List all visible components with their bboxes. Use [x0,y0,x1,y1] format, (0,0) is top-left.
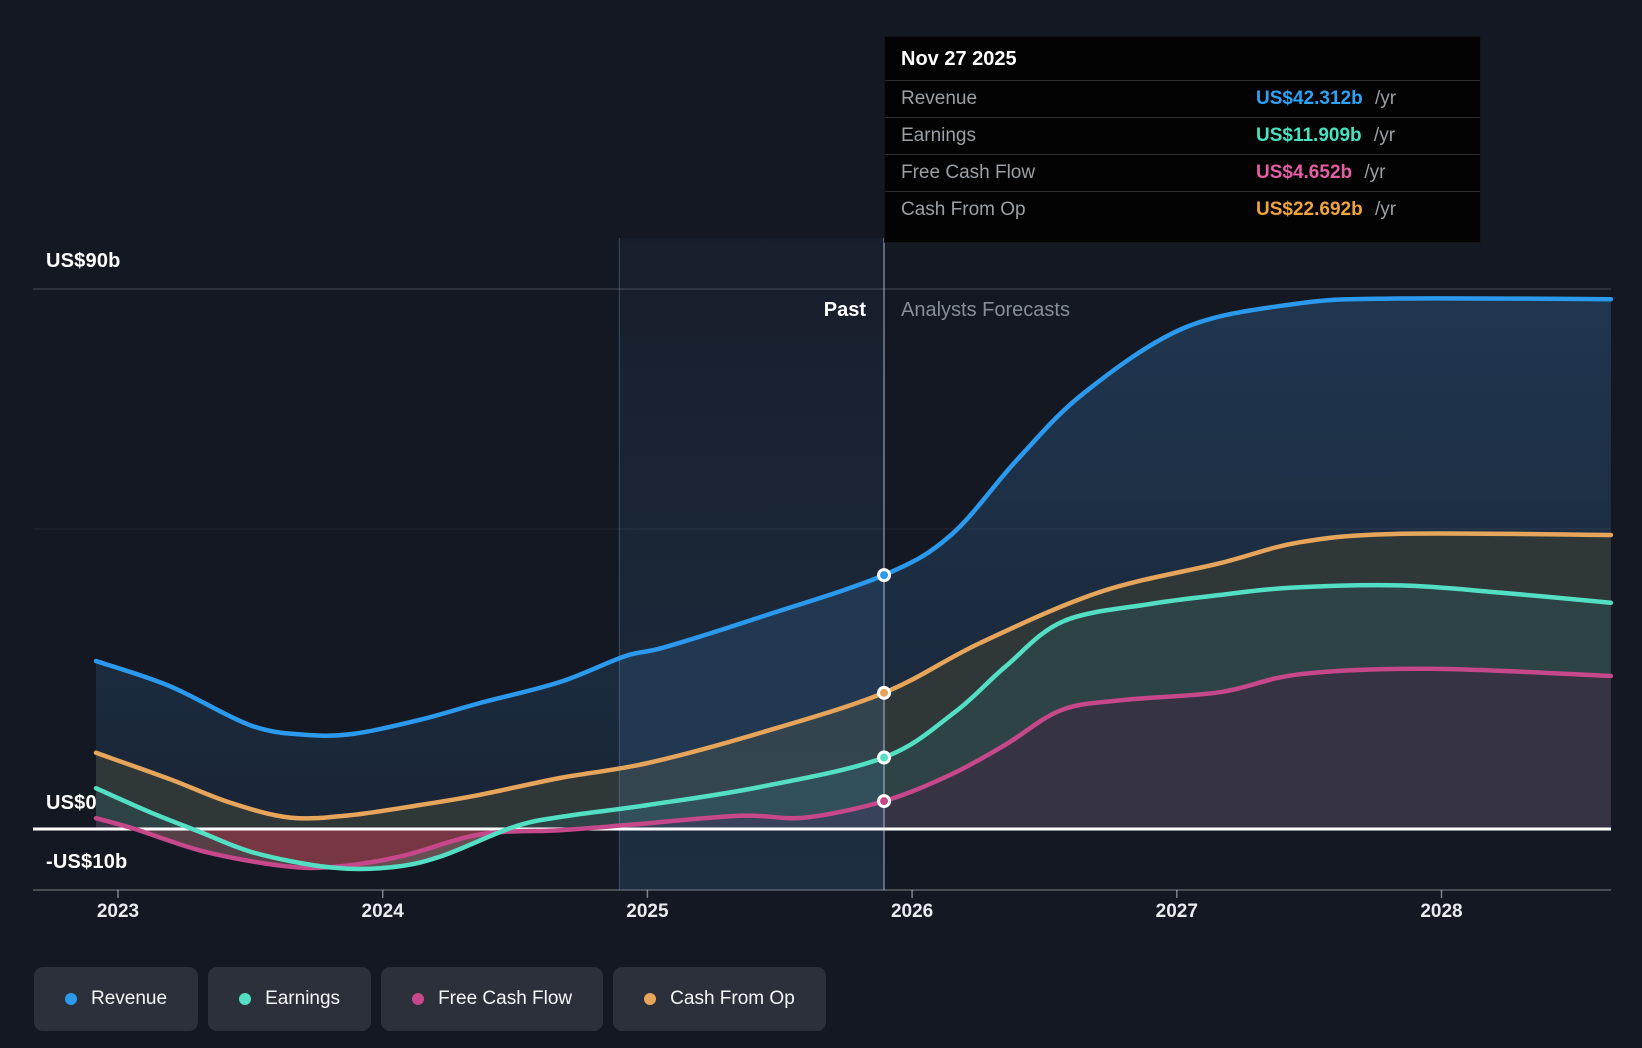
revenue-line[interactable] [93,296,1614,738]
y-axis-label-90b: US$90b [46,250,121,272]
x-tick-label-2028: 2028 [1420,901,1463,922]
legend-label: Earnings [265,988,341,1009]
legend-label: Free Cash Flow [438,988,573,1009]
legend-dot-icon [412,993,425,1005]
marker-dot-earnings[interactable] [877,750,892,765]
x-tick-label-2025: 2025 [626,901,669,922]
legend-item-earnings[interactable]: Earnings [208,967,372,1031]
chart-legend: Revenue Earnings Free Cash Flow Cash From O… [34,967,826,1031]
marker-dot-free-cash-flow[interactable] [877,794,892,809]
revenue-area [96,298,1611,819]
legend-dot-icon [65,993,77,1005]
tooltip-row-value: US$4.652b /yr [1256,162,1386,183]
marker-dot-revenue[interactable] [877,568,892,583]
legend-label: Revenue [91,988,168,1009]
y-axis-label-neg10b: -US$10b [46,851,128,873]
tooltip-row-value: US$11.909b /yr [1256,125,1396,146]
legend-item-free-cash-flow[interactable]: Free Cash Flow [381,967,604,1031]
x-tick-label-2026: 2026 [890,901,934,922]
legend-item-revenue[interactable]: Revenue [34,967,199,1031]
tooltip-row-earnings: Earnings US$11.909b /yr [885,117,1480,154]
tooltip-row-unit: /yr [1359,162,1386,183]
tooltip-row-label: Free Cash Flow [901,162,1036,183]
tooltip-row-value: US$22.692b /yr [1256,199,1397,220]
free-cash-flow-area [96,668,1611,829]
tooltip-row-unit: /yr [1369,199,1397,220]
cash-from-op-area [96,533,1611,869]
negative-earnings-area [96,829,1611,869]
tooltip-row-value: US$42.312b /yr [1256,88,1397,109]
tooltip-row-free-cash-flow: Free Cash Flow US$4.652b /yr [885,154,1480,191]
chart-tooltip: Nov 27 2025 Revenue US$42.312b /yr Earning… [884,36,1481,243]
tooltip-row-unit: /yr [1369,88,1397,109]
y-axis-label-0: US$0 [46,792,97,814]
tooltip-row-unit: /yr [1368,125,1396,146]
tooltip-row-label: Cash From Op [901,199,1026,220]
x-tick-label-2027: 2027 [1155,901,1198,922]
free-cash-flow-line[interactable] [93,666,1614,871]
marker-dot-cash-from-op[interactable] [877,685,892,700]
tooltip-row-revenue: Revenue US$42.312b /yr [885,80,1480,117]
tooltip-date: Nov 27 2025 [901,48,1017,70]
earnings-area [96,585,1611,869]
legend-dot-icon [644,993,657,1005]
legend-label: Cash From Op [670,988,795,1009]
legend-dot-icon [239,993,252,1005]
cash-from-op-line[interactable] [93,531,1614,821]
x-tick-label-2024: 2024 [361,901,404,922]
tooltip-row-label: Revenue [901,88,978,109]
past-year-highlight-band [619,238,885,890]
past-label: Past [823,299,866,321]
analysts-forecasts-label: Analysts Forecasts [901,299,1070,321]
negative-fcf-area [96,829,1611,869]
x-tick-label-2023: 2023 [96,901,140,922]
tooltip-row-cash-from-op: Cash From Op US$22.692b /yr [885,191,1480,228]
tooltip-row-label: Earnings [901,125,976,146]
earnings-line[interactable] [93,582,1614,872]
legend-item-cash-from-op[interactable]: Cash From Op [613,967,826,1031]
